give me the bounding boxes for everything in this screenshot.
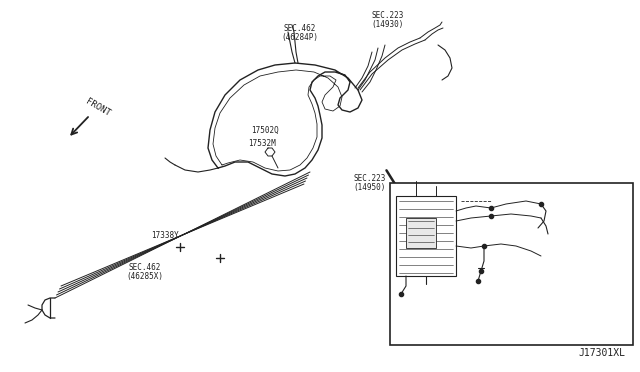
Text: (17202PC): (17202PC)	[398, 324, 436, 330]
Text: SEC.172: SEC.172	[455, 193, 484, 199]
Text: 18792E: 18792E	[516, 219, 541, 225]
Text: SEC.172: SEC.172	[562, 267, 592, 273]
Text: 17338Y: 17338Y	[440, 295, 465, 301]
Text: 17338Y: 17338Y	[151, 231, 179, 240]
Text: SEC.223: SEC.223	[354, 173, 386, 183]
Text: 17050FD: 17050FD	[496, 305, 525, 311]
Text: SEC.462: SEC.462	[284, 23, 316, 32]
Text: SEC.462: SEC.462	[129, 263, 161, 273]
Text: 17502Q: 17502Q	[251, 125, 279, 135]
Text: (14950): (14950)	[354, 183, 386, 192]
Text: (14930): (14930)	[372, 19, 404, 29]
Text: (46285X): (46285X)	[127, 273, 163, 282]
Text: 17050F: 17050F	[453, 243, 479, 249]
Bar	[396, 196, 456, 276]
Text: (17202PC): (17202PC)	[455, 201, 493, 207]
Text: SEC.172: SEC.172	[398, 315, 428, 321]
Text: (17226): (17226)	[567, 298, 596, 304]
Text: 17050F: 17050F	[510, 193, 536, 199]
Text: 17050G: 17050G	[453, 252, 479, 258]
Text: (17202PB): (17202PB)	[562, 276, 600, 282]
Text: 17532M: 17532M	[248, 138, 276, 148]
Text: (17D28A): (17D28A)	[490, 326, 524, 332]
Text: 18791N: 18791N	[545, 229, 570, 235]
Text: FRONT: FRONT	[84, 97, 112, 119]
Bar	[390, 183, 633, 345]
Text: 17336Y: 17336Y	[518, 204, 543, 210]
Bar	[406, 218, 436, 248]
Text: SEC.172: SEC.172	[567, 289, 596, 295]
Text: SEC.172: SEC.172	[490, 317, 520, 323]
Text: SEC.223: SEC.223	[372, 10, 404, 19]
Text: (46284P): (46284P)	[282, 32, 319, 42]
Text: J17301XL: J17301XL	[578, 348, 625, 358]
